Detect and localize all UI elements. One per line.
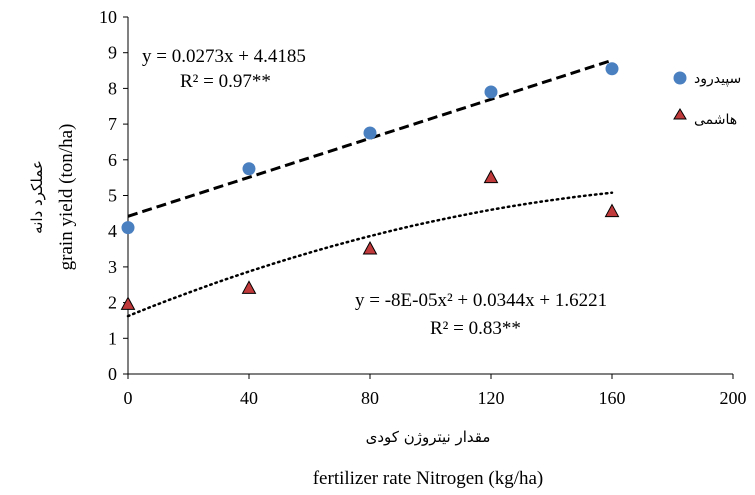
y-tick-label: 4 xyxy=(108,221,117,241)
point-series-2 xyxy=(483,169,499,184)
x-tick-label: 40 xyxy=(240,388,258,408)
y-tick-label: 10 xyxy=(99,7,117,27)
point-series-2 xyxy=(604,203,620,218)
series-1-r2: R² = 0.97** xyxy=(180,71,271,92)
x-axis-label-fa: مقدار نیتروژن کودی xyxy=(366,428,491,446)
point-series-1 xyxy=(605,62,619,76)
trend-line-series-1 xyxy=(127,58,613,218)
legend-label-sepidrood: سپیدرود xyxy=(694,71,741,87)
y-tick-label: 5 xyxy=(108,186,117,206)
legend-label-hashemi: هاشمی xyxy=(694,112,737,128)
point-series-1 xyxy=(363,126,377,140)
x-tick-labels: 0 40 80 120 160 200 xyxy=(124,388,747,408)
x-tick-label: 0 xyxy=(124,388,133,408)
point-series-1 xyxy=(121,221,135,235)
y-tick-label: 6 xyxy=(108,150,117,170)
x-tick-label: 80 xyxy=(361,388,379,408)
trend-line-series-2 xyxy=(126,191,614,318)
y-tick-label: 8 xyxy=(108,78,117,98)
point-series-2 xyxy=(120,296,136,310)
legend: سپیدرود هاشمی xyxy=(673,71,741,128)
y-tick-label: 3 xyxy=(108,257,117,277)
legend-marker-sepidrood xyxy=(673,71,687,85)
y-axis-label-fa: عملکرد دانه xyxy=(28,160,46,234)
axes xyxy=(123,16,734,379)
series-2-r2: R² = 0.83** xyxy=(430,318,521,339)
x-axis-label-en: fertilizer rate Nitrogen (kg/ha) xyxy=(313,468,544,489)
series-1-equation: y = 0.0273x + 4.4185 xyxy=(142,46,306,67)
y-tick-label: 7 xyxy=(108,114,117,134)
x-tick-label: 160 xyxy=(599,388,626,408)
y-tick-label: 1 xyxy=(108,328,117,348)
point-series-1 xyxy=(484,85,498,99)
y-axis-label-en: grain yield (ton/ha) xyxy=(56,124,77,271)
point-series-2 xyxy=(241,280,257,294)
trend-lines xyxy=(126,58,614,318)
data-points xyxy=(120,62,620,310)
x-tick-label: 120 xyxy=(478,388,505,408)
point-series-1 xyxy=(242,162,256,176)
y-tick-label: 2 xyxy=(108,293,117,313)
x-tick-label: 200 xyxy=(720,388,747,408)
point-series-2 xyxy=(362,241,378,255)
y-tick-label: 9 xyxy=(108,43,117,63)
legend-marker-hashemi xyxy=(673,108,687,120)
y-tick-label: 0 xyxy=(108,364,117,384)
series-2-equation: y = -8E-05x² + 0.0344x + 1.6221 xyxy=(355,290,607,311)
y-tick-labels: 0 1 2 3 4 5 6 7 8 9 10 xyxy=(99,7,117,384)
